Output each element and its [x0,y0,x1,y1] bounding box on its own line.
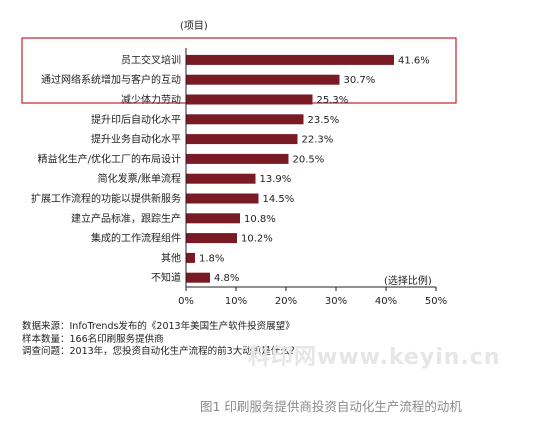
category-label: 通过网络系统增加与客户的互动 [41,73,181,86]
category-axis-title: (项目) [180,20,208,32]
note-source: 数据来源：InfoTrends发布的《2013年美国生产软件投资展望》 [22,321,295,332]
value-label: 30.7% [344,75,376,86]
value-label: 14.5% [263,194,295,205]
x-tick-label: 0% [178,296,194,307]
bar [186,54,394,65]
bars-group: 员工交叉培训 41.6% 通过网络系统增加与客户的互动 30.7% 减少体力劳动 25.3… [31,53,430,284]
bar [186,272,210,283]
category-label: 不知道 [151,271,181,284]
value-label: 41.6% [398,55,430,66]
category-label: 简化发票/账单流程 [98,172,181,185]
x-tick-label: 20% [275,296,297,307]
category-label: 提升印后自动化水平 [91,113,181,126]
note-sample: 样本数量：166名印刷服务提供商 [22,333,164,345]
bar [186,94,313,105]
category-label: 提升业务自动化水平 [91,133,181,146]
category-label: 扩展工作流程的功能以提供新服务 [31,192,181,205]
category-label: 减少体力劳动 [121,93,181,106]
value-label: 10.2% [241,234,273,245]
bar [186,173,256,184]
bar [186,114,304,125]
value-label: 23.5% [308,115,340,126]
watermark: 科印网www.keyin.cn [248,345,501,370]
category-label: 集成的工作流程组件 [91,232,181,245]
highlight-box [21,37,457,104]
bar-chart: (项目) 员工交叉培训 41.6% 通过网络系统增加与客户的互动 30.7% 减少体力劳… [21,20,457,307]
bar [186,213,240,224]
category-label: 其他 [161,251,181,264]
x-tick-label: 50% [425,296,447,307]
value-label: 4.8% [214,273,239,284]
note-question: 调查问题：2013年，您投资自动化生产流程的前3大动机是什么？ [22,346,300,357]
value-label: 1.8% [199,253,224,264]
bar [186,193,259,204]
category-label: 员工交叉培训 [121,53,181,66]
value-label: 13.9% [260,174,292,185]
x-tick-label: 30% [325,296,347,307]
bar [186,134,298,145]
x-tick-label: 10% [225,296,247,307]
value-axis-title: (选择比例) [384,274,432,287]
value-label: 20.5% [293,154,325,165]
value-label: 25.3% [317,95,349,106]
value-axis-ticks: 0% 10% 20% 30% 40% 50% [178,287,447,307]
value-label: 10.8% [244,214,276,225]
bar [186,233,237,244]
bar [186,153,289,164]
category-label: 建立产品标准，跟踪生产 [71,212,181,225]
value-label: 22.3% [302,135,334,146]
category-label: 精益化生产/优化工厂的布局设计 [38,152,181,165]
bar [186,74,340,85]
chart-notes: 数据来源：InfoTrends发布的《2013年美国生产软件投资展望》 样本数量… [22,321,299,359]
bar [186,252,195,263]
figure-caption: 图1 印刷服务提供商投资自动化生产流程的动机 [200,399,462,414]
x-tick-label: 40% [375,296,397,307]
